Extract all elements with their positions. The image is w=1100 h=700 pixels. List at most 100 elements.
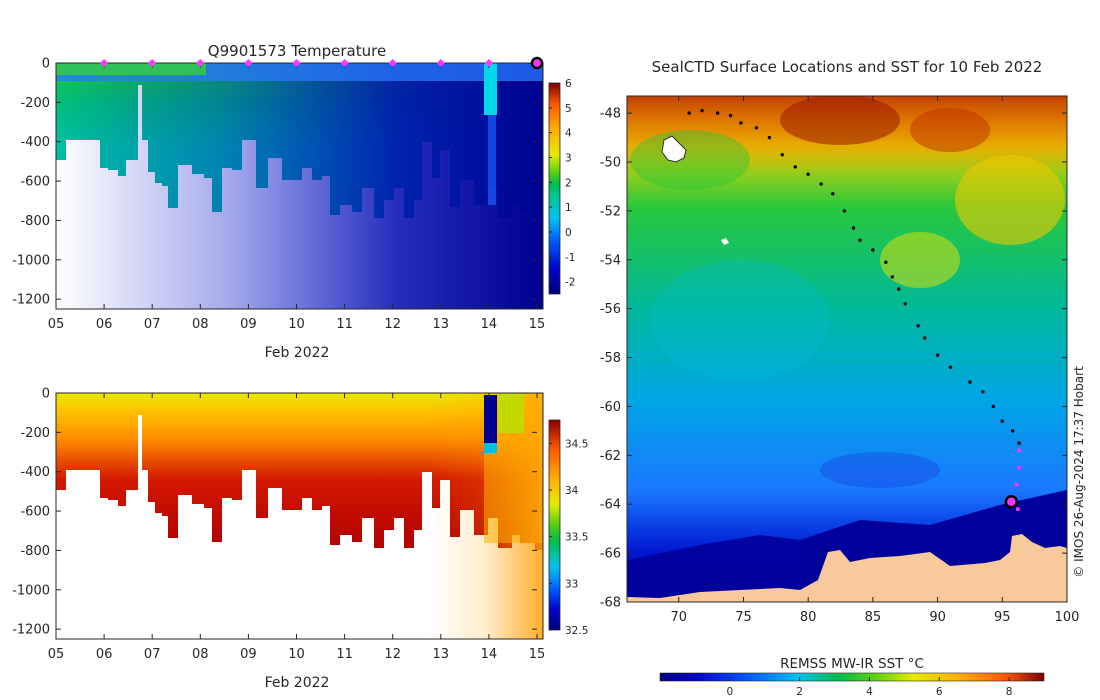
salinity-anomaly-mid <box>484 443 497 453</box>
track-point <box>700 108 704 113</box>
sst-warm-eddy-1 <box>780 96 900 145</box>
temperature-cold-overlay <box>56 63 543 309</box>
last-profile-marker <box>530 56 544 70</box>
map-ytick-label: -66 <box>600 547 621 562</box>
track-point <box>819 182 823 186</box>
sst-cb-label: 0 <box>726 686 733 698</box>
track-point <box>806 172 810 176</box>
salinity-axes-frame <box>55 392 544 640</box>
sst-field <box>627 96 1067 602</box>
track-point <box>1000 419 1004 423</box>
sal-xtick-label: 05 <box>48 647 65 662</box>
track-point <box>935 353 940 357</box>
temp-xtick-label: 08 <box>192 317 209 332</box>
sal-ytick-label: -800 <box>20 544 50 559</box>
track-point <box>831 192 835 196</box>
sal-ytick-label: -200 <box>20 426 50 441</box>
temp-xtick-label: 12 <box>384 317 401 332</box>
map-ytick-label: -68 <box>600 596 621 611</box>
seal-last-position-marker <box>1004 495 1019 509</box>
day-marker <box>340 59 349 67</box>
temperature-anomaly-column <box>484 63 497 115</box>
sal-cb-label: 32.5 <box>565 625 588 637</box>
temp-xtick-label: 05 <box>48 317 65 332</box>
recent-track-point <box>1014 482 1019 487</box>
temperature-x-axis: 05 06 07 08 09 10 11 12 13 14 15 <box>48 63 545 332</box>
day-marker <box>196 59 205 67</box>
recent-track-point <box>1015 507 1020 512</box>
salinity-y-axis: 0 -200 -400 -600 -800 -1000 -1200 <box>12 387 537 638</box>
sal-xtick-label: 09 <box>240 647 257 662</box>
temperature-field <box>56 63 543 309</box>
temp-ytick-label: -600 <box>20 175 50 190</box>
sst-green-patch <box>630 130 750 190</box>
temperature-surface-warm <box>56 63 206 75</box>
temp-xtick-label: 06 <box>96 317 113 332</box>
sst-cold-shelf-west <box>627 535 800 602</box>
map-ytick-label: -64 <box>600 498 621 513</box>
track-point <box>922 336 927 340</box>
temp-ytick-label: 0 <box>42 57 50 72</box>
map-x-axis: 70 75 80 85 90 95 100 <box>670 96 1079 625</box>
temp-cb-label: -2 <box>565 277 575 289</box>
temp-xtick-label: 14 <box>481 317 498 332</box>
temp-cb-label: 5 <box>565 103 572 115</box>
temp-xtick-label: 10 <box>288 317 305 332</box>
sst-warm-eddy-2 <box>910 108 990 152</box>
sal-cb-label: 34 <box>565 485 579 497</box>
sst-warm-lobe-2 <box>880 232 960 288</box>
track-point <box>767 135 772 140</box>
sal-xtick-label: 11 <box>336 647 353 662</box>
sst-cb-label: 2 <box>796 686 803 698</box>
sal-xtick-label: 14 <box>481 647 498 662</box>
temp-ytick-label: -400 <box>20 135 50 150</box>
map-y-axis: -48 -50 -52 -54 -56 -58 -60 -62 -64 -66 -68 <box>600 107 1067 611</box>
sst-cb-label: 8 <box>1006 686 1013 698</box>
salinity-panel: 0 -200 -400 -600 -800 -1000 -1200 05 06 07 08 09 10… <box>12 387 588 692</box>
sal-ytick-label: -1200 <box>12 623 50 638</box>
salinity-x-axis: 05 06 07 08 09 10 11 12 13 14 15 <box>48 393 545 662</box>
track-point <box>858 238 862 242</box>
day-marker <box>244 59 253 67</box>
sal-cb-label: 33.5 <box>565 532 588 544</box>
map-xtick-label: 90 <box>929 610 946 625</box>
map-xtick-label: 70 <box>670 610 687 625</box>
sst-cold-patch <box>820 452 940 488</box>
temp-cb-label: 2 <box>565 177 572 189</box>
day-marker <box>484 59 493 67</box>
sst-cool-patch <box>650 260 830 380</box>
sst-colorbar-label: REMSS MW-IR SST °C <box>780 656 924 672</box>
sal-cb-label: 34.5 <box>565 438 588 450</box>
salinity-surface-fresh <box>498 393 524 433</box>
temperature-title: Q9901573 Temperature <box>208 42 386 60</box>
salinity-colorbar <box>548 419 561 631</box>
temp-cb-label: 3 <box>565 152 572 164</box>
track-point <box>851 226 856 230</box>
track-point <box>728 113 733 118</box>
recent-track-point <box>1017 465 1022 470</box>
temp-ytick-label: -200 <box>20 96 50 111</box>
sal-cb-label: 33 <box>565 578 578 590</box>
sst-cb-label: 6 <box>936 686 943 698</box>
sal-xtick-label: 12 <box>384 647 401 662</box>
track-point <box>715 111 720 115</box>
track-point <box>916 324 920 328</box>
map-axes-frame <box>626 95 1068 603</box>
sal-xtick-label: 08 <box>192 647 209 662</box>
track-point <box>968 380 972 384</box>
track-point <box>871 248 875 252</box>
salinity-xlabel: Feb 2022 <box>265 675 330 691</box>
map-xtick-label: 75 <box>735 610 752 625</box>
temp-xtick-label: 07 <box>144 317 161 332</box>
temp-ytick-label: -1200 <box>12 293 50 308</box>
antarctic-land <box>627 534 1067 602</box>
credit-text: © IMOS 26-Aug-2024 17:37 Hobart <box>1072 366 1086 578</box>
track-point <box>884 260 888 264</box>
temperature-colorbar-ticks: -2 -1 0 1 2 3 4 5 6 <box>549 78 575 289</box>
temperature-panel: Q9901573 Temperature 0 -200 -400 -600 -800 -1… <box>12 42 575 361</box>
sal-ytick-label: -400 <box>20 465 50 480</box>
temp-ytick-label: -800 <box>20 214 50 229</box>
sal-xtick-label: 07 <box>144 647 161 662</box>
track-point <box>793 165 797 169</box>
